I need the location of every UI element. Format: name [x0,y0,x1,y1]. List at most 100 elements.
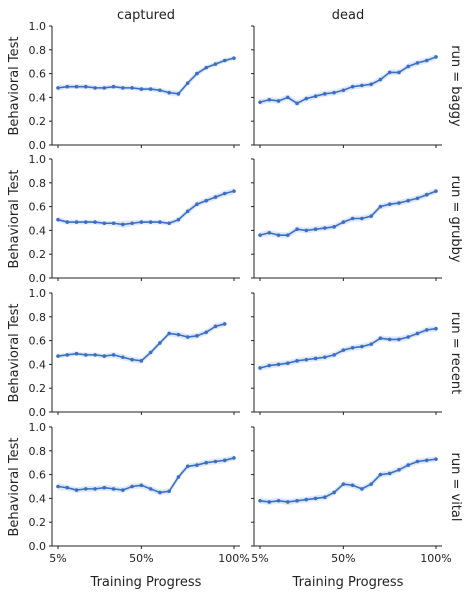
data-point [295,101,299,106]
row-title-baggy: run = baggy [448,45,463,127]
confidence-band [58,55,234,97]
data-point [415,331,420,336]
y-tick-label: 0.8 [29,44,47,57]
y-tick-label: 0.0 [29,540,47,553]
data-point [360,83,364,88]
data-point [158,220,162,224]
column-title-dead: dead [332,8,364,23]
data-point [267,97,272,102]
data-point [222,322,227,326]
data-point [148,87,153,91]
data-point [121,488,125,492]
data-point [139,483,144,488]
data-point [267,363,272,368]
series-line [259,56,437,105]
x-tick-label: 50% [331,552,355,565]
data-point [185,335,190,339]
panel-baggy-dead [251,25,442,148]
data-point [397,337,401,342]
data-point [332,490,336,495]
data-point [285,500,290,504]
x-tick-label: 5% [251,552,268,565]
x-axis-label-right: Training Progress [292,575,404,590]
data-point [102,354,107,358]
data-point [74,488,79,492]
row-title-vital: run = vital [448,453,463,522]
data-point [130,86,134,90]
data-point [65,485,70,490]
data-point [369,214,373,218]
data-point [148,220,153,224]
y-tick-label: 0.0 [29,406,47,419]
data-point [83,220,88,224]
data-point [341,482,346,486]
data-point [232,456,236,460]
data-point [424,458,429,463]
data-point [285,233,290,237]
data-point [285,361,290,366]
data-point [195,463,199,467]
data-point [387,337,392,342]
confidence-band [58,320,225,364]
data-point [424,328,429,332]
y-tick-label: 0.4 [29,91,47,104]
data-point [295,227,299,232]
data-point [434,189,438,193]
data-point [176,332,181,337]
data-point [387,471,392,476]
x-tick-label: 50% [129,552,153,565]
y-tick-label: 0.8 [29,445,47,458]
confidence-band [260,456,436,505]
data-point [350,84,355,89]
data-point [360,344,364,349]
data-point [56,484,60,489]
row-title-recent: run = recent [448,312,463,395]
data-point [369,482,373,486]
data-point [167,331,171,336]
data-point [148,350,153,355]
x-tick-label: 100% [218,552,249,565]
data-point [102,221,107,226]
panel-vital-dead: 5% 50% 100% [251,426,452,565]
data-point [313,496,318,501]
y-tick-label: 0.0 [29,272,47,285]
y-tick-label: 0.2 [29,248,47,261]
data-point [285,95,290,100]
data-point [258,498,262,503]
data-point [369,82,373,87]
data-point [102,86,107,90]
data-point [158,490,162,495]
y-tick-label: 1.0 [29,287,47,300]
data-point [295,498,299,503]
data-point [93,220,97,224]
data-point [313,227,318,232]
data-point [341,220,346,224]
x-axis-label-left: Training Progress [90,575,202,590]
x-tick-label: 5% [49,552,66,565]
data-point [130,357,134,362]
data-point [130,484,134,489]
data-point [304,497,309,502]
data-point [276,362,281,367]
data-point [276,99,281,103]
data-point [360,487,364,491]
y-axis-label-row-3: Behavioral Test [7,303,22,402]
data-point [167,221,171,226]
data-point [213,324,218,329]
row-title-grubby: run = grubby [448,175,463,262]
data-point [176,92,181,96]
data-point [258,233,262,237]
data-point [350,216,355,221]
data-point [424,192,429,197]
data-point [378,472,383,477]
panel-recent-dead [251,292,442,415]
y-tick-label: 0.4 [29,224,47,237]
data-point [195,202,199,207]
data-point [204,330,209,335]
y-tick-label: 1.0 [29,20,47,33]
panel-baggy-captured: 0.0 0.2 0.4 0.6 0.8 1.0 [29,20,240,152]
y-tick-label: 0.4 [29,358,47,371]
panel-vital-captured: 0.0 0.2 0.4 0.6 0.8 1.0 5% 50% 100% [29,421,250,565]
data-point [415,61,420,65]
